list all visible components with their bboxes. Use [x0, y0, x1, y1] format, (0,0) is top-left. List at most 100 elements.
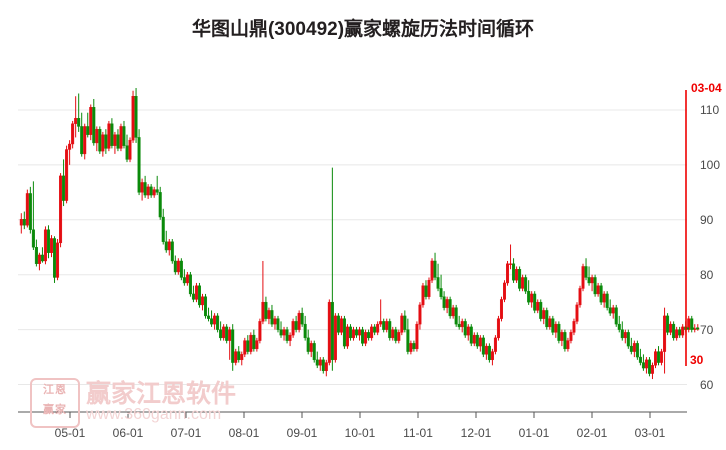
candle-body	[367, 332, 371, 339]
candle-body	[587, 277, 591, 284]
candle-body	[566, 340, 570, 350]
candle-body	[131, 96, 135, 141]
candle-body	[62, 175, 66, 201]
candle-body	[430, 260, 434, 281]
candle-body	[690, 318, 694, 330]
candle-body	[439, 288, 443, 297]
candle-body	[669, 323, 673, 333]
candle-body	[164, 241, 168, 251]
candle-body	[161, 216, 165, 242]
candle-body	[71, 123, 75, 145]
y-axis-tick-label: 60	[700, 377, 714, 392]
candle-body	[584, 266, 588, 278]
candle-body	[173, 260, 177, 273]
candle-body	[518, 269, 522, 289]
candle-body	[261, 301, 265, 322]
candle-body	[104, 134, 108, 149]
candle-body	[40, 254, 44, 262]
candle-body	[348, 326, 352, 339]
candle-body	[110, 123, 114, 146]
candle-body	[536, 301, 540, 311]
candle-body	[475, 334, 479, 347]
candle-body	[657, 351, 661, 363]
candle-body	[605, 293, 609, 308]
candle-body	[379, 321, 383, 325]
candle-body	[194, 285, 198, 300]
candle-body	[95, 128, 99, 144]
candle-body	[620, 329, 624, 339]
candle-body	[481, 337, 485, 355]
candle-body	[53, 238, 57, 278]
candle-body	[542, 310, 546, 319]
candle-body	[191, 293, 195, 300]
candle-body	[285, 329, 289, 341]
x-axis-tick-label: 05-01	[54, 426, 86, 440]
candle-body	[188, 274, 192, 295]
candle-body	[282, 329, 286, 336]
candle-body	[240, 354, 244, 361]
candle-body	[270, 310, 274, 325]
candle-body	[158, 192, 162, 218]
candle-body	[330, 301, 334, 361]
x-axis-tick-label: 11-01	[403, 426, 433, 440]
candle-body	[463, 321, 467, 336]
candle-body	[152, 189, 156, 196]
candle-body	[116, 134, 120, 149]
candle-body	[445, 299, 449, 308]
candle-body	[291, 321, 295, 336]
candle-body	[666, 315, 670, 333]
x-axis-tick-label: 08-01	[228, 426, 260, 440]
candle-body	[68, 143, 72, 150]
candle-body	[626, 332, 630, 347]
candle-body	[611, 307, 615, 314]
candle-body	[306, 337, 310, 352]
candle-body	[623, 332, 627, 339]
candle-body	[77, 117, 81, 127]
candle-body	[146, 186, 150, 196]
candle-body	[216, 315, 220, 330]
candle-body	[358, 329, 362, 336]
candle-body	[563, 332, 567, 350]
x-axis-tick-label: 06-01	[112, 426, 144, 440]
candle-body	[355, 329, 359, 336]
candle-body	[50, 238, 54, 253]
candle-body	[185, 274, 189, 284]
candle-body	[427, 280, 431, 297]
axis-lines	[18, 411, 687, 418]
candle-body	[638, 356, 642, 363]
candle-body	[572, 321, 576, 333]
candle-body	[457, 323, 461, 328]
candle-body	[400, 315, 404, 333]
candle-body	[415, 323, 419, 350]
candle-body	[315, 359, 319, 366]
candle-body	[466, 326, 470, 336]
candle-body	[56, 242, 60, 278]
candle-body	[560, 332, 564, 341]
candle-body	[644, 359, 648, 369]
candle-body	[294, 321, 298, 330]
candle-body	[213, 315, 217, 325]
y-axis-tick-label: 90	[700, 212, 714, 227]
candle-body	[83, 126, 87, 155]
gridlines	[18, 109, 687, 386]
candle-body	[113, 134, 117, 146]
candle-body	[551, 318, 555, 333]
candle-body	[22, 219, 26, 226]
candle-body	[663, 315, 667, 352]
candle-body	[530, 293, 534, 303]
candle-body	[345, 326, 349, 347]
candle-body	[672, 323, 676, 339]
candle-body	[318, 359, 322, 366]
candle-body	[86, 126, 90, 135]
candle-body	[252, 334, 256, 350]
candle-body	[581, 266, 585, 289]
candle-body	[179, 260, 183, 278]
candle-body	[352, 329, 356, 339]
candle-body	[65, 149, 69, 201]
candle-body	[200, 296, 204, 306]
candle-body	[28, 193, 32, 230]
candle-body	[451, 307, 455, 317]
x-axis-tick-label: 01-01	[518, 426, 550, 440]
candle-body	[170, 241, 174, 262]
candle-body	[336, 315, 340, 333]
